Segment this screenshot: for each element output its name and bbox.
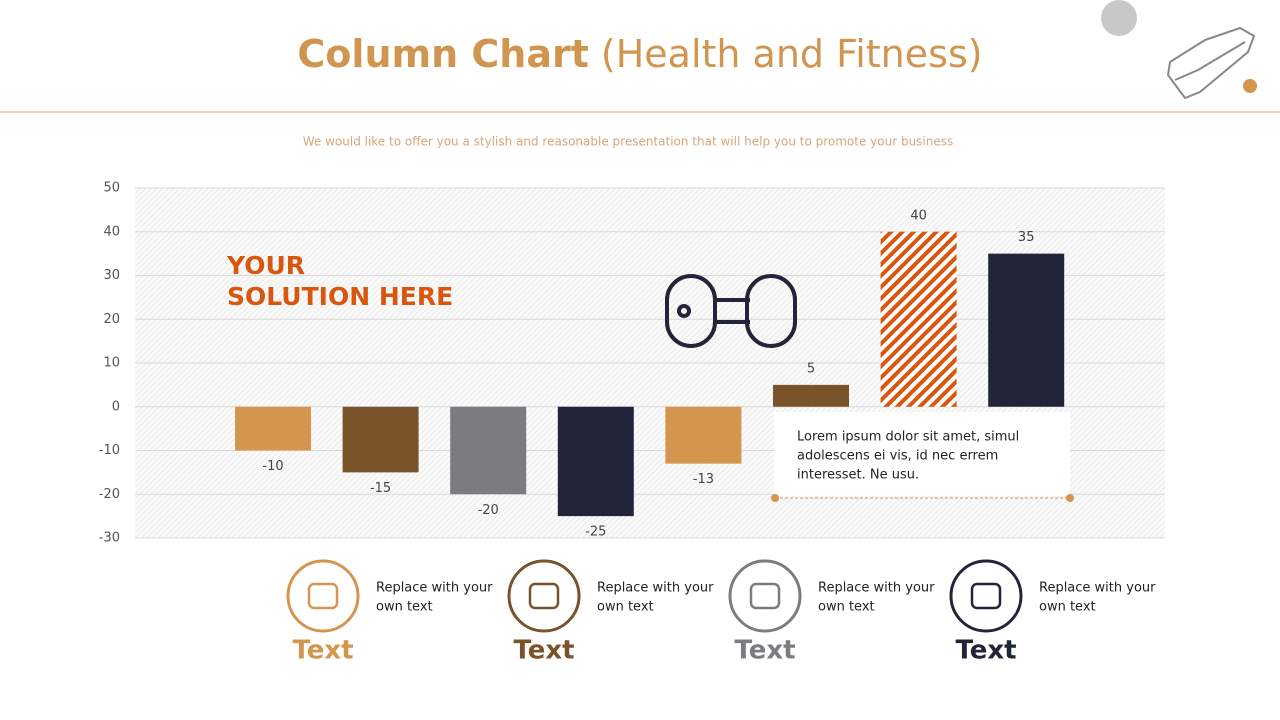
bar bbox=[988, 253, 1065, 407]
value-label: 40 bbox=[910, 208, 927, 223]
feature-icon-ring bbox=[949, 559, 1023, 633]
subtitle: We would like to offer you a stylish and… bbox=[303, 135, 954, 149]
feature-icon-glyph bbox=[528, 582, 560, 610]
note-dot bbox=[1066, 494, 1074, 502]
feature-label: Text bbox=[734, 636, 795, 666]
value-label: -15 bbox=[370, 481, 391, 496]
note-line: Lorem ipsum dolor sit amet, simul bbox=[797, 430, 1019, 445]
title: Column Chart (Health and Fitness) bbox=[297, 32, 982, 76]
feature-label: Text bbox=[292, 636, 353, 666]
feature-text: Replace with your bbox=[818, 581, 935, 596]
y-tick-label: -10 bbox=[99, 443, 120, 458]
title-main: Column Chart bbox=[297, 32, 588, 76]
deco-circle bbox=[1101, 0, 1137, 36]
bar bbox=[342, 406, 419, 473]
bars: -10 -15 -20 -25 -13 5 40 35 bbox=[235, 208, 1065, 540]
feature-text: own text bbox=[597, 600, 654, 615]
bar bbox=[665, 406, 742, 464]
feature-text: Replace with your bbox=[597, 581, 714, 596]
feature-label: Text bbox=[955, 636, 1016, 666]
feature-icon-ring bbox=[507, 559, 581, 633]
note: Lorem ipsum dolor sit amet, simul adolesc… bbox=[797, 430, 1019, 483]
annotation: YOUR bbox=[226, 251, 305, 280]
y-tick-label: 0 bbox=[112, 399, 120, 414]
y-tick-label: 30 bbox=[103, 268, 120, 283]
feature-text: own text bbox=[818, 600, 875, 615]
features: Text Replace with your own text Text Replace… bbox=[286, 559, 1156, 666]
feature-text: Replace with your bbox=[1039, 581, 1156, 596]
dumbbell-icon bbox=[665, 274, 797, 348]
value-label: -13 bbox=[693, 472, 714, 487]
bar bbox=[557, 406, 634, 517]
bar bbox=[450, 406, 527, 495]
y-tick-label: -30 bbox=[99, 531, 120, 546]
annotation: SOLUTION HERE bbox=[227, 282, 453, 311]
title-sub: (Health and Fitness) bbox=[601, 32, 983, 76]
bar bbox=[235, 406, 311, 451]
value-label: -25 bbox=[585, 525, 606, 540]
note-line: adolescens ei vis, id nec errem bbox=[797, 449, 998, 464]
value-label: -20 bbox=[478, 503, 499, 518]
feature-text: own text bbox=[376, 600, 433, 615]
feature-icon-ring bbox=[728, 559, 802, 633]
deco-dot bbox=[1243, 79, 1257, 93]
shoe-icon bbox=[1166, 26, 1256, 100]
feature-icon-glyph bbox=[970, 582, 1002, 610]
bar bbox=[773, 384, 849, 407]
note-dot bbox=[771, 494, 779, 502]
feature-text: Replace with your bbox=[376, 581, 493, 596]
y-tick-label: 40 bbox=[103, 224, 120, 239]
bar bbox=[880, 231, 957, 407]
feature-icon-glyph bbox=[307, 582, 339, 610]
feature-label: Text bbox=[513, 636, 574, 666]
note-line: interesset. Ne usu. bbox=[797, 468, 919, 483]
value-label: 5 bbox=[807, 361, 815, 376]
y-tick-label: 50 bbox=[103, 181, 120, 196]
y-tick-label: 10 bbox=[103, 356, 120, 371]
value-label: 35 bbox=[1018, 230, 1035, 245]
feature-icon-ring bbox=[286, 559, 360, 633]
feature-text: own text bbox=[1039, 600, 1096, 615]
y-tick-label: -20 bbox=[99, 487, 120, 502]
feature-icon-glyph bbox=[749, 582, 781, 610]
note-box bbox=[774, 412, 1070, 496]
y-tick-label: 20 bbox=[103, 312, 120, 327]
value-label: -10 bbox=[262, 459, 283, 474]
